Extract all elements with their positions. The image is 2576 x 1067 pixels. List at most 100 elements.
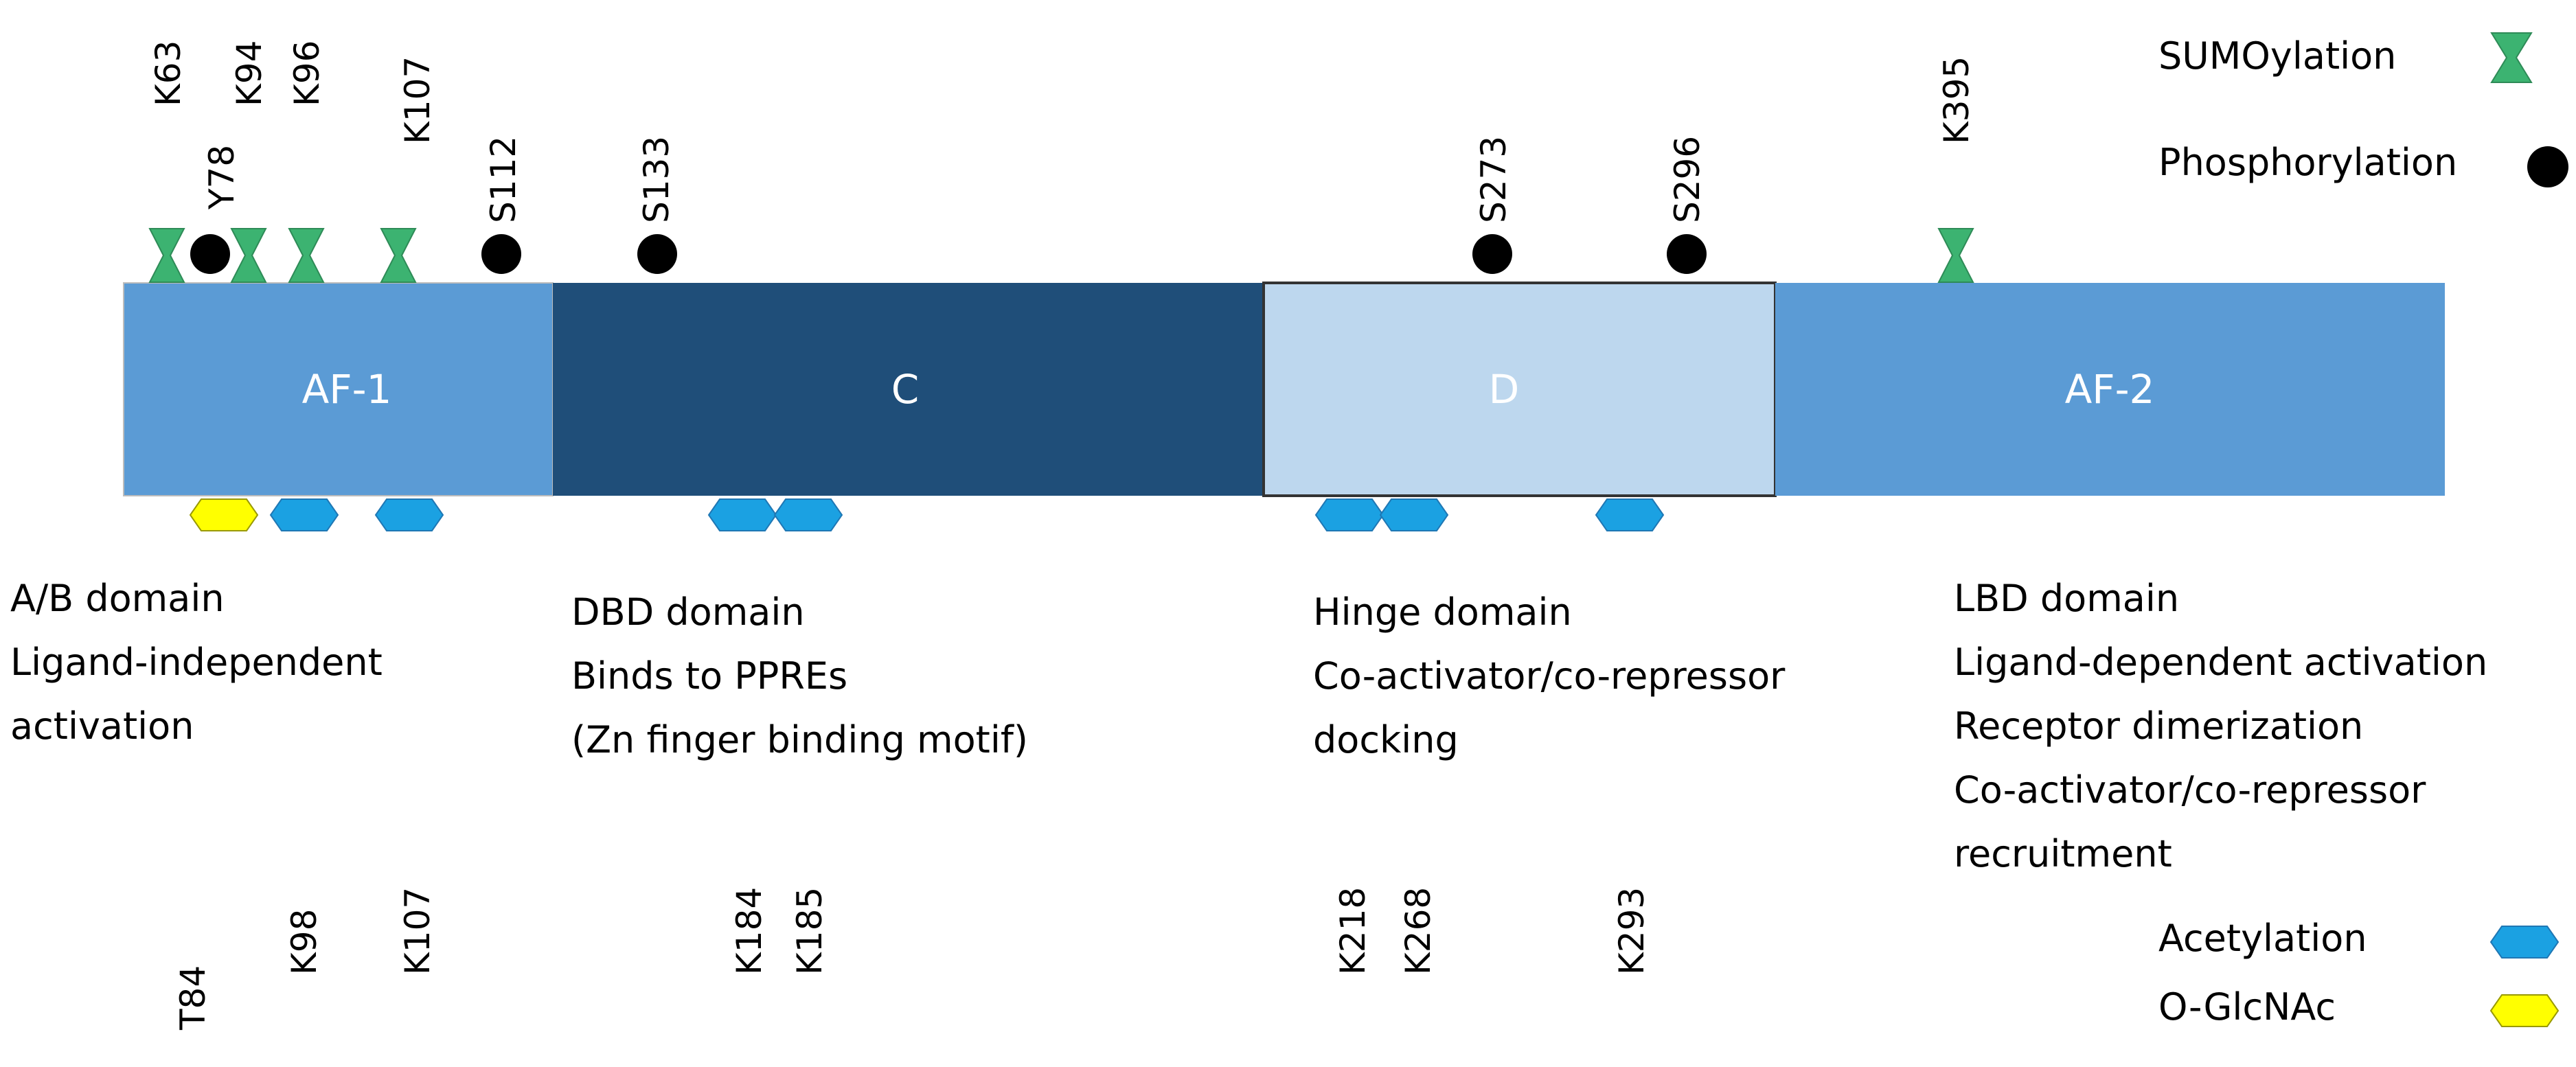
- site-label: S273: [1474, 136, 1514, 223]
- circle-icon: [1667, 234, 1707, 274]
- circle-icon: [481, 234, 521, 274]
- description-line: Hinge domain: [1313, 590, 1572, 634]
- legend-item-phosphorylation: Phosphorylation: [2158, 141, 2568, 187]
- site-label: T84: [173, 965, 213, 1031]
- site-label: K63: [148, 41, 188, 106]
- description-line: LBD domain: [1954, 577, 2179, 620]
- phosphorylation-site: S112: [481, 136, 523, 274]
- segment-label-af2: AF-2: [2065, 366, 2155, 413]
- sumoylation-site: K107: [380, 56, 437, 283]
- acetylation-site: K107: [374, 498, 444, 975]
- site-label: K107: [398, 56, 437, 144]
- segment-label-af1: AF-1: [302, 366, 392, 413]
- description-line: recruitment: [1954, 832, 2172, 875]
- sumoylation-site: K96: [287, 41, 327, 283]
- legend-label: Acetylation: [2158, 917, 2367, 960]
- description-line: Ligand-independent: [10, 641, 383, 684]
- domain-bar: AF-1 C D AF-2: [123, 282, 2445, 497]
- description-line: A/B domain: [10, 577, 225, 620]
- segment-d-hinge: [1262, 282, 1777, 497]
- description-line: DBD domain: [571, 590, 805, 634]
- description-ab-domain: A/B domain Ligand-independent activation: [10, 577, 394, 748]
- description-line: Ligand-dependent activation: [1954, 641, 2487, 684]
- circle-icon: [1472, 234, 1512, 274]
- segment-label-d: D: [1489, 366, 1520, 413]
- site-label: K268: [1398, 887, 1438, 975]
- hourglass-icon: [288, 228, 325, 283]
- segment-label-c: C: [891, 366, 920, 413]
- description-line: docking: [1313, 718, 1459, 761]
- site-label: K293: [1612, 887, 1652, 975]
- hourglass-icon: [230, 228, 267, 283]
- description-lbd-domain: LBD domain Ligand-dependent activation R…: [1954, 577, 2499, 875]
- site-label: K395: [1937, 56, 1976, 144]
- site-label: K98: [284, 909, 324, 975]
- acetylation-site: K98: [269, 498, 339, 975]
- site-label: K107: [398, 887, 437, 975]
- description-hinge-domain: Hinge domain Co-activator/co-repressor d…: [1313, 590, 1797, 761]
- circle-icon: [2527, 146, 2568, 187]
- legend-label: O-GlcNAc: [2158, 985, 2336, 1029]
- site-label: K96: [287, 41, 327, 106]
- description-line: activation: [10, 704, 194, 748]
- circle-icon: [637, 234, 677, 274]
- hexagon-icon: [707, 498, 777, 531]
- hourglass-icon: [1937, 228, 1974, 283]
- hexagon-icon: [773, 498, 843, 531]
- domain-descriptions: A/B domain Ligand-independent activation…: [10, 577, 2499, 875]
- acetylation-site: K218: [1314, 498, 1384, 975]
- segment-af2: [1775, 283, 2445, 496]
- site-label: K184: [729, 887, 769, 975]
- phosphorylation-site: S273: [1472, 136, 1514, 274]
- site-label: Y78: [202, 145, 242, 210]
- legend-item-acetylation: Acetylation: [2158, 917, 2560, 960]
- site-label: S112: [483, 136, 523, 223]
- segment-c-dbd: [553, 283, 1264, 496]
- hexagon-icon: [269, 498, 339, 531]
- phosphorylation-site: S296: [1667, 136, 1707, 274]
- site-label: S133: [637, 136, 676, 223]
- sumoylation-sites: K63 K94 K96 K107 K395: [148, 41, 1976, 283]
- o-glcnac-sites: T84: [173, 498, 259, 1031]
- description-line: (Zn finger binding motif): [571, 718, 1028, 761]
- acetylation-site: K185: [773, 498, 843, 975]
- legend-item-sumoylation: SUMOylation: [2158, 32, 2533, 83]
- site-label: K185: [790, 887, 830, 975]
- hourglass-icon: [380, 228, 417, 283]
- legend-label: Phosphorylation: [2158, 141, 2457, 184]
- hexagon-icon: [2489, 994, 2560, 1027]
- phosphorylation-site: S133: [637, 136, 677, 274]
- hexagon-icon: [189, 498, 259, 531]
- hexagon-icon: [2489, 926, 2560, 959]
- hexagon-icon: [1379, 498, 1449, 531]
- site-label: S296: [1667, 136, 1707, 223]
- legend: SUMOylation Phosphorylation Acetylation …: [2158, 32, 2568, 1029]
- sumoylation-site: K94: [229, 41, 269, 283]
- hexagon-icon: [374, 498, 444, 531]
- site-label: K94: [229, 41, 269, 106]
- phosphorylation-site: Y78: [190, 145, 242, 274]
- segment-af1: [123, 282, 554, 496]
- acetylation-site: K184: [707, 498, 777, 975]
- acetylation-site: K268: [1379, 498, 1449, 975]
- description-line: Co-activator/co-repressor: [1954, 768, 2426, 812]
- site-label: K218: [1333, 887, 1373, 975]
- hexagon-icon: [1314, 498, 1384, 531]
- legend-item-o-glcnac: O-GlcNAc: [2158, 985, 2560, 1029]
- circle-icon: [190, 234, 230, 274]
- hourglass-icon: [148, 228, 185, 283]
- hourglass-icon: [2490, 32, 2533, 83]
- description-line: Co-activator/co-repressor: [1313, 654, 1786, 698]
- sumoylation-site: K63: [148, 41, 188, 283]
- o-glcnac-site: T84: [173, 498, 259, 1031]
- description-dbd-domain: DBD domain Binds to PPREs (Zn finger bin…: [571, 590, 1028, 761]
- acetylation-sites: K98 K107 K184 K185 K218 K268 K293: [269, 498, 1665, 975]
- description-line: Receptor dimerization: [1954, 704, 2363, 748]
- legend-label: SUMOylation: [2158, 34, 2396, 78]
- description-line: Binds to PPREs: [571, 654, 847, 698]
- hexagon-icon: [1595, 498, 1665, 531]
- phosphorylation-sites: Y78 S112 S133 S273 S296: [190, 136, 1707, 274]
- sumoylation-site: K395: [1937, 56, 1976, 283]
